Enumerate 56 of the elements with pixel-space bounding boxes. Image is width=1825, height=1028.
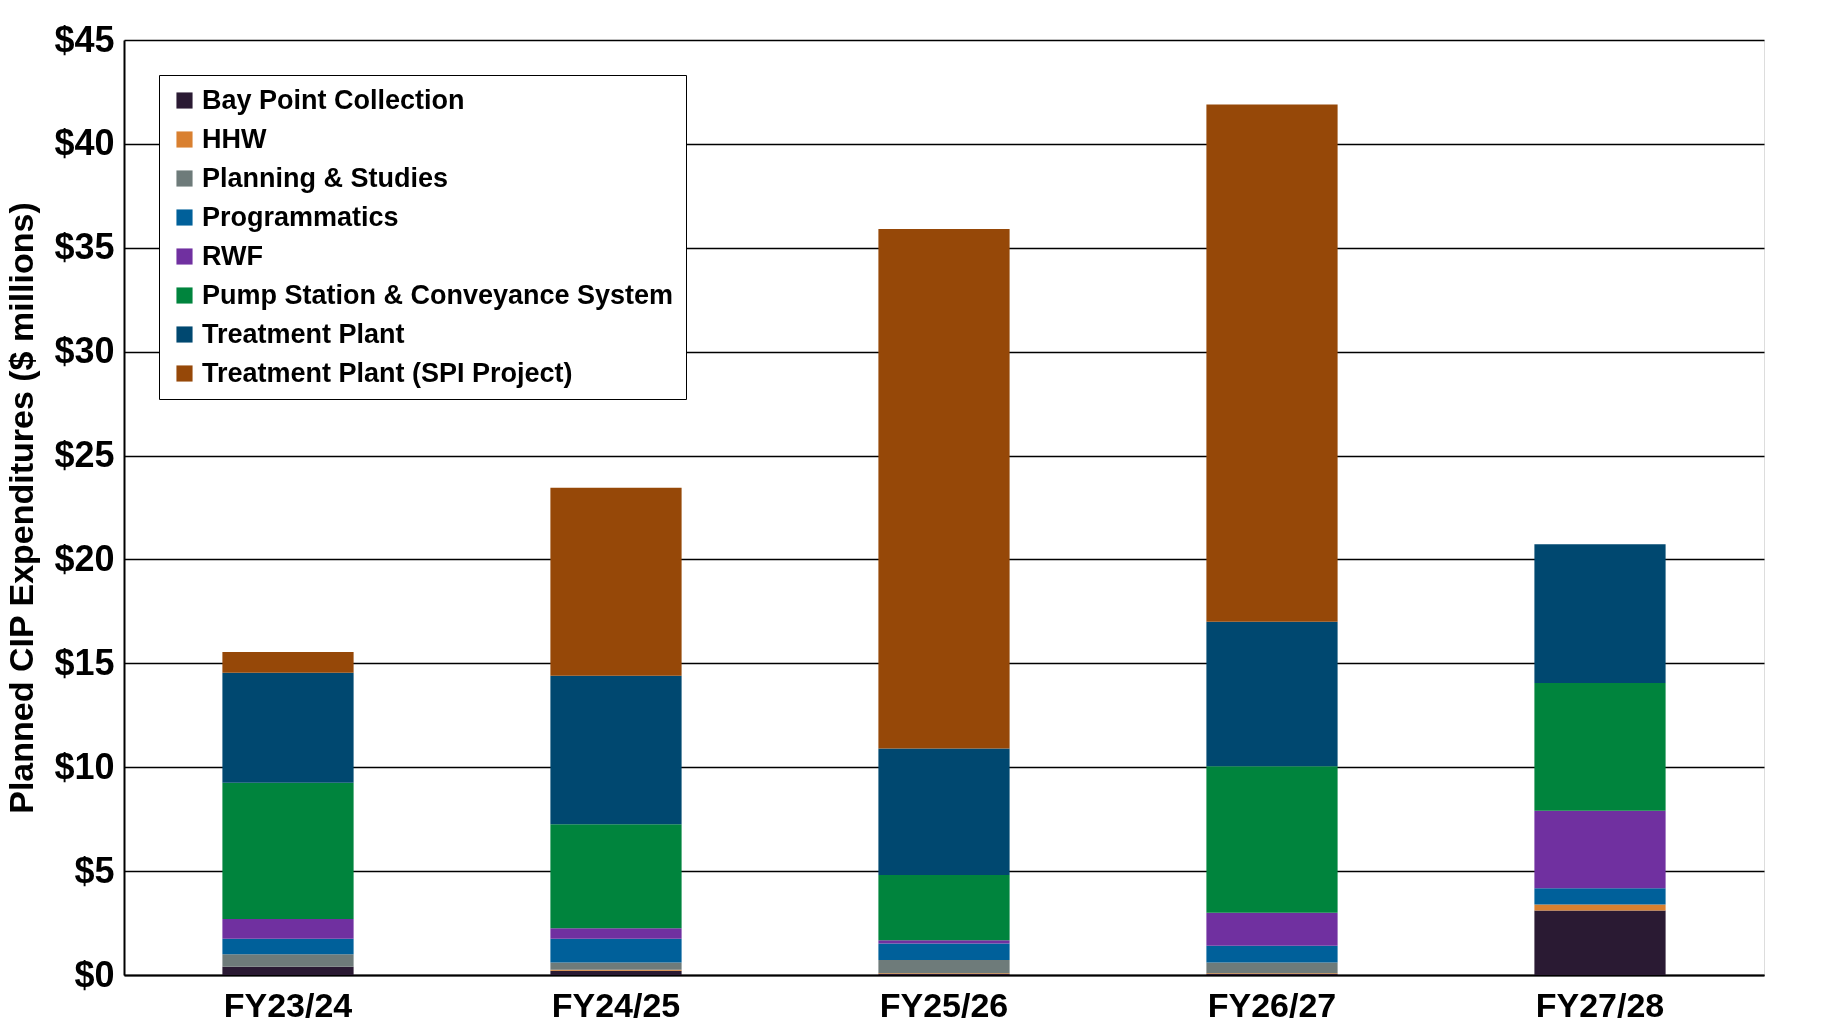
bar	[1206, 962, 1338, 974]
bar	[1534, 888, 1666, 905]
bar	[222, 651, 354, 673]
y-tick-label: $40	[54, 122, 115, 164]
y-tick-label: $10	[54, 745, 115, 787]
bar	[1206, 621, 1338, 767]
bar	[1534, 810, 1666, 889]
y-tick-label: $15	[54, 641, 115, 683]
bar	[550, 487, 682, 676]
bar	[878, 943, 1010, 961]
legend-label: RWF	[202, 240, 263, 271]
x-tick-label: FY24/25	[551, 985, 681, 1024]
bar	[222, 672, 354, 783]
y-tick-label: $25	[54, 434, 115, 476]
bar	[1534, 683, 1666, 811]
bar	[222, 938, 354, 955]
legend-label: HHW	[202, 123, 267, 154]
bar	[1534, 544, 1666, 684]
legend-label: Bay Point Collection	[202, 84, 465, 115]
legend-label: Treatment Plant	[202, 318, 405, 349]
bar	[1534, 910, 1666, 975]
x-tick-label: FY27/28	[1535, 985, 1665, 1024]
bar	[222, 918, 354, 939]
bar	[1206, 945, 1338, 963]
legend-label: Planning & Studies	[202, 162, 449, 193]
bar	[1206, 104, 1338, 622]
legend-label: Treatment Plant (SPI Project)	[202, 357, 573, 388]
bar	[1534, 904, 1666, 911]
y-tick-label: $20	[54, 537, 115, 579]
bar	[222, 954, 354, 967]
bar	[550, 962, 682, 970]
x-tick-label: FY25/26	[879, 985, 1009, 1024]
bar	[878, 229, 1010, 749]
y-tick-label: $0	[74, 953, 115, 995]
bar	[878, 960, 1010, 974]
bar	[878, 748, 1010, 876]
bar	[550, 675, 682, 825]
bar	[222, 966, 354, 975]
bar	[878, 940, 1010, 944]
legend-label: Pump Station & Conveyance System	[202, 279, 674, 310]
bar	[550, 970, 682, 975]
bar	[1206, 912, 1338, 946]
bar	[1206, 766, 1338, 913]
bar	[550, 824, 682, 929]
bar	[550, 928, 682, 939]
bar	[878, 875, 1010, 941]
y-axis-title: Planned CIP Expenditures ($ millions)	[2, 202, 41, 814]
y-tick-label: $30	[54, 330, 115, 372]
bar	[550, 938, 682, 963]
legend-label: Programmatics	[202, 201, 399, 232]
bar	[222, 782, 354, 919]
y-tick-label: $45	[54, 18, 115, 60]
y-tick-label: $5	[74, 849, 115, 891]
x-tick-label: FY23/24	[223, 985, 353, 1024]
y-tick-label: $35	[54, 226, 115, 268]
x-tick-label: FY26/27	[1207, 985, 1337, 1024]
